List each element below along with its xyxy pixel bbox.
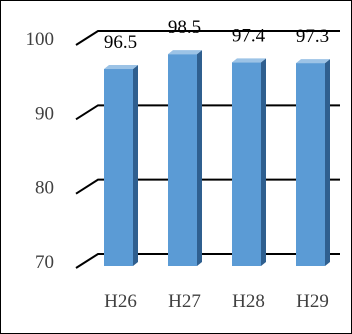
bar-H28 xyxy=(232,62,261,267)
data-label: 96.5 xyxy=(104,32,137,53)
bar-side-H28 xyxy=(261,58,266,267)
bar-side-H26 xyxy=(133,65,138,267)
bar-H27 xyxy=(168,54,197,267)
y-tick-label: 80 xyxy=(35,178,54,199)
bar-top-H28 xyxy=(232,58,266,63)
bar-H26 xyxy=(104,69,133,267)
data-label: 98.5 xyxy=(168,17,201,38)
bar-H29 xyxy=(296,63,325,266)
y-tick-label: 90 xyxy=(35,103,54,124)
bar-side-H29 xyxy=(325,59,330,266)
gridline xyxy=(75,30,340,46)
x-axis-ticks: H26 H27 H28 H29 xyxy=(104,291,329,312)
y-tick-label: 100 xyxy=(26,29,55,50)
data-label: 97.4 xyxy=(232,25,266,46)
data-labels: 96.5 98.5 97.4 97.3 xyxy=(104,17,329,53)
data-label: 97.3 xyxy=(296,26,329,47)
bar-top-H29 xyxy=(296,59,330,64)
bar-top-H27 xyxy=(168,50,202,55)
y-tick-label: 70 xyxy=(35,252,54,273)
bar-side-H27 xyxy=(197,50,202,267)
x-tick-label: H26 xyxy=(104,291,137,312)
bar-top-H26 xyxy=(104,65,138,70)
x-tick-label: H27 xyxy=(168,291,201,312)
x-tick-label: H28 xyxy=(232,291,265,312)
y-axis-ticks: 70 80 90 100 xyxy=(26,29,55,273)
x-tick-label: H29 xyxy=(296,291,329,312)
bars xyxy=(104,50,330,267)
